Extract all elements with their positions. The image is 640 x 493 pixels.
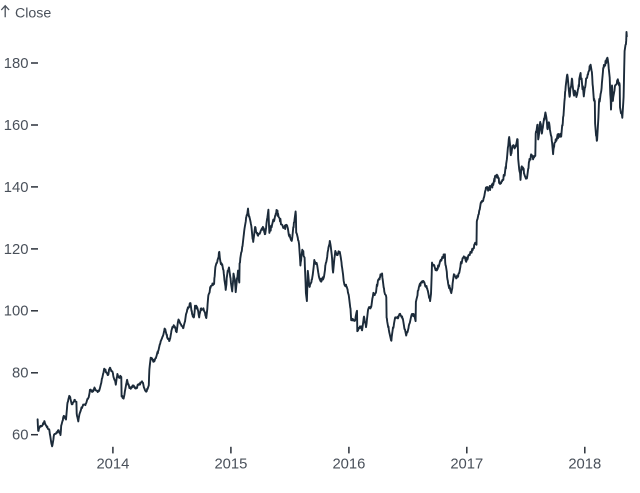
svg-text:100: 100 bbox=[4, 304, 29, 320]
svg-text:60: 60 bbox=[12, 428, 28, 444]
svg-text:2014: 2014 bbox=[96, 456, 129, 472]
svg-text:2017: 2017 bbox=[450, 456, 483, 472]
svg-text:120: 120 bbox=[4, 242, 29, 258]
svg-text:160: 160 bbox=[4, 118, 29, 134]
svg-text:Close: Close bbox=[15, 6, 51, 22]
svg-text:2018: 2018 bbox=[568, 456, 601, 472]
svg-text:2016: 2016 bbox=[332, 456, 365, 472]
svg-text:2015: 2015 bbox=[214, 456, 247, 472]
svg-text:80: 80 bbox=[12, 366, 28, 382]
svg-text:140: 140 bbox=[4, 180, 29, 196]
svg-text:180: 180 bbox=[4, 56, 29, 72]
